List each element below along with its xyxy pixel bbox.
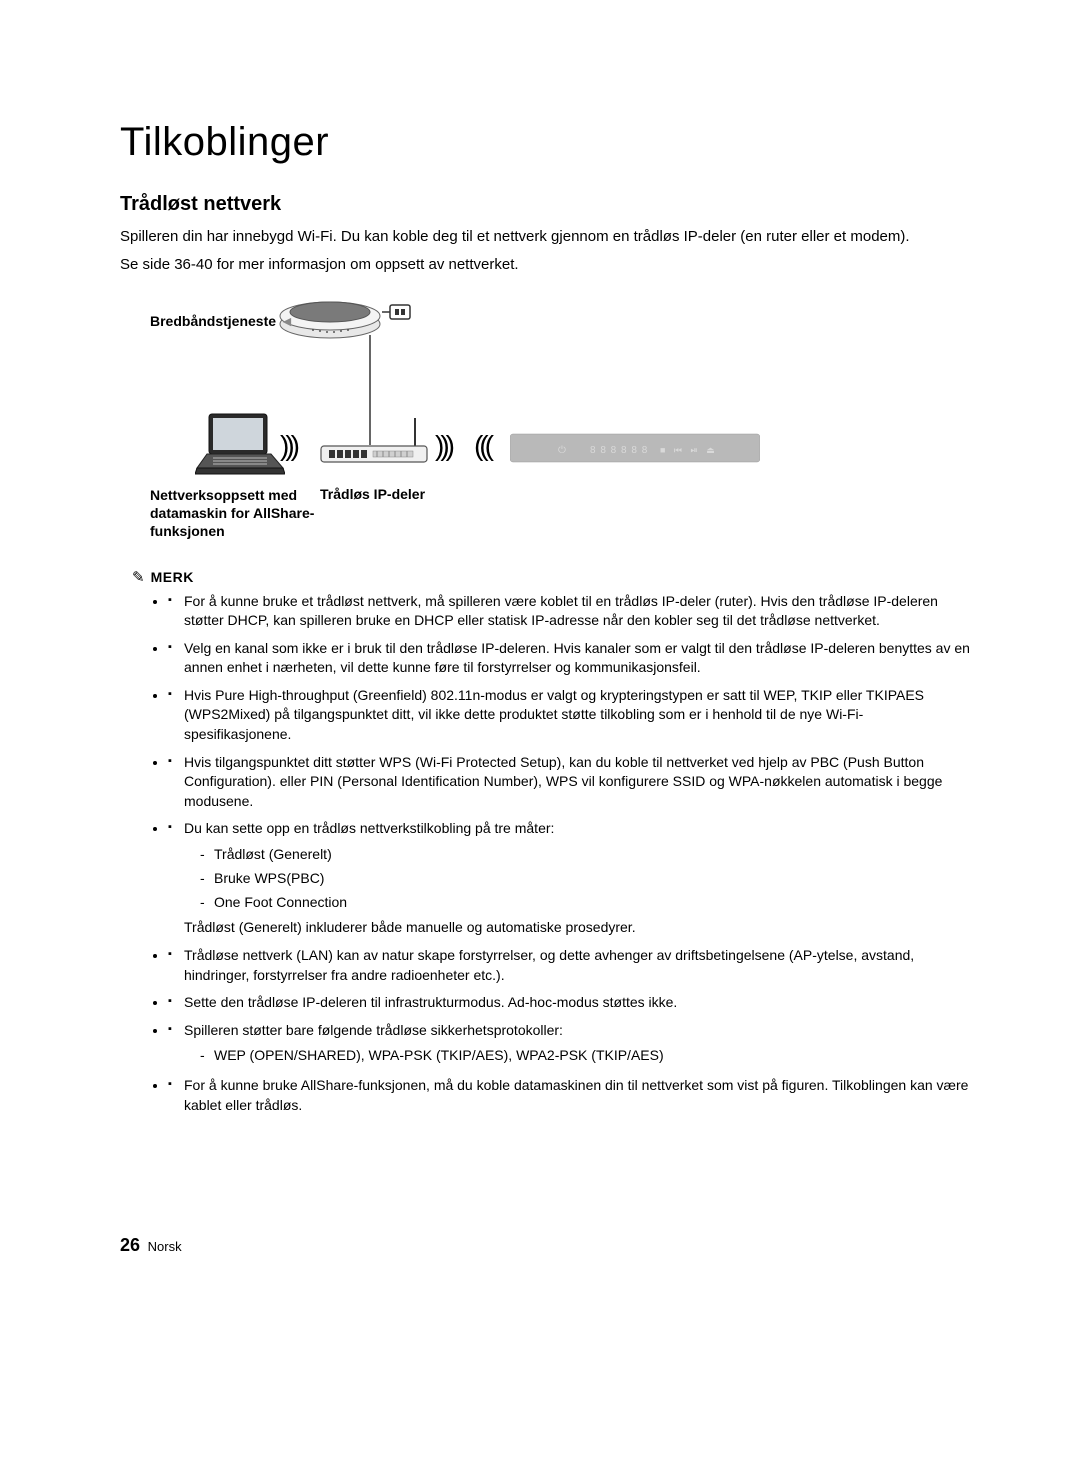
- network-setup-label: Nettverksoppsett med datamaskin for AllS…: [150, 486, 320, 541]
- note-item: Hvis Pure High-throughput (Greenfield) 8…: [168, 686, 970, 745]
- router-icon: [315, 418, 435, 474]
- notes-list: For å kunne bruke et trådløst nettverk, …: [168, 592, 970, 1116]
- note-item: Spilleren støtter bare følgende trådløse…: [168, 1021, 970, 1068]
- intro-paragraph-2: Se side 36-40 for mer informasjon om opp…: [120, 254, 980, 276]
- note-pencil-icon: ✎: [132, 568, 145, 586]
- intro-paragraph-1: Spilleren din har innebygd Wi-Fi. Du kan…: [120, 226, 980, 248]
- wifi-waves-icon: ))): [280, 430, 296, 462]
- note-item: Trådløse nettverk (LAN) kan av natur ska…: [168, 946, 970, 985]
- note-heading: ✎ MERK: [132, 568, 980, 586]
- router-label: Trådløs IP-deler: [320, 486, 425, 502]
- player-display-text: 8 8 8 8 8 8: [590, 445, 648, 456]
- note-heading-text: MERK: [151, 569, 194, 585]
- note-item: For å kunne bruke AllShare-funksjonen, m…: [168, 1076, 970, 1115]
- player-buttons-text: ■ ⏮ ⏯ ⏏: [660, 445, 718, 455]
- note-sub-item: Bruke WPS(PBC): [200, 867, 970, 891]
- note-sub-item: Trådløst (Generelt): [200, 843, 970, 867]
- broadband-label: Bredbåndstjeneste◄: [150, 313, 294, 329]
- page-footer: 26 Norsk: [120, 1235, 980, 1256]
- note-item: Du kan sette opp en trådløs nettverkstil…: [168, 819, 970, 938]
- network-diagram: ⏻ 8 8 8 8 8 8 ■ ⏮ ⏯ ⏏ ))) ))) ))) Bredbå…: [120, 290, 820, 550]
- wifi-waves-icon: ))): [435, 430, 451, 462]
- player-device-icon: ⏻ 8 8 8 8 8 8 ■ ⏮ ⏯ ⏏: [510, 432, 760, 466]
- page-title: Tilkoblinger: [120, 120, 980, 165]
- note-item: Hvis tilgangspunktet ditt støtter WPS (W…: [168, 753, 970, 812]
- note-sub-item: One Foot Connection: [200, 891, 970, 915]
- player-power-icon: ⏻: [558, 445, 566, 456]
- arrow-left-icon: ◄: [280, 313, 294, 329]
- wifi-waves-icon: ))): [478, 430, 494, 462]
- footer-language: Norsk: [148, 1239, 182, 1254]
- laptop-icon: [195, 412, 285, 478]
- wall-plug-icon: [388, 303, 414, 323]
- note-item: Velg en kanal som ikke er i bruk til den…: [168, 639, 970, 678]
- note-item: For å kunne bruke et trådløst nettverk, …: [168, 592, 970, 631]
- page-number: 26: [120, 1235, 140, 1255]
- note-item: Sette den trådløse IP-deleren til infras…: [168, 993, 970, 1013]
- section-subtitle: Trådløst nettverk: [120, 193, 980, 216]
- note-sub-item: WEP (OPEN/SHARED), WPA-PSK (TKIP/AES), W…: [200, 1044, 970, 1068]
- broadband-label-text: Bredbåndstjeneste: [150, 313, 276, 329]
- note-tail-text: Trådløst (Generelt) inkluderer både manu…: [184, 918, 970, 938]
